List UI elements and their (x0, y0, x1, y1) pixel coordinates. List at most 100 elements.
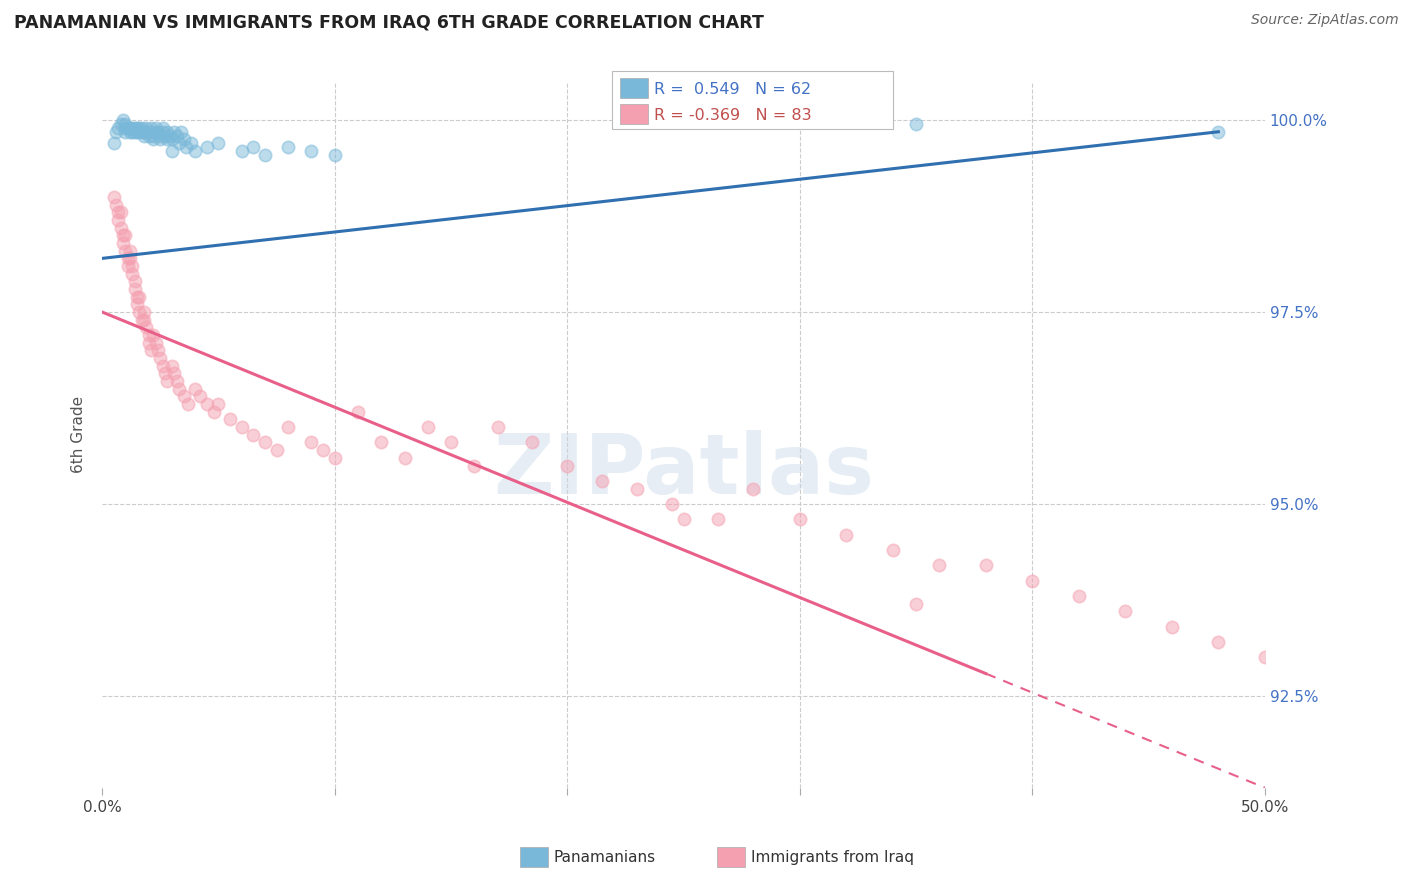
Point (195, 397, 218, 411)
Point (142, 132, 165, 146)
Point (127, 290, 149, 304)
Point (142, 328, 165, 343)
Point (121, 120, 143, 135)
Y-axis label: 6th Grade: 6th Grade (72, 396, 86, 474)
Point (120, 244, 142, 258)
Point (114, 244, 136, 258)
Point (160, 144, 183, 158)
Point (107, 213, 129, 227)
Point (132, 305, 155, 319)
Point (394, 450, 416, 465)
Point (312, 443, 335, 458)
Point (138, 328, 160, 343)
Point (124, 274, 146, 288)
Point (145, 120, 167, 135)
Point (974, 558, 997, 573)
Point (103, 136, 125, 151)
Point (231, 420, 253, 434)
Text: Panamanians: Panamanians (554, 850, 657, 865)
Point (1160, 620, 1182, 634)
Point (242, 427, 264, 442)
Point (626, 482, 648, 496)
Point (163, 125, 186, 139)
Point (149, 132, 172, 146)
Point (135, 320, 157, 334)
Point (195, 140, 218, 154)
Point (905, 597, 928, 611)
Point (120, 120, 142, 135)
Point (128, 125, 150, 139)
Point (117, 120, 139, 135)
Point (591, 474, 613, 488)
Point (266, 443, 288, 458)
Point (142, 128, 165, 143)
Point (105, 197, 128, 211)
Point (124, 125, 146, 139)
Point (905, 117, 928, 131)
Point (323, 450, 346, 465)
Point (159, 128, 181, 143)
Point (156, 374, 179, 388)
Point (835, 527, 858, 541)
Point (145, 335, 167, 350)
Point (242, 140, 264, 154)
Point (132, 312, 155, 326)
Point (661, 497, 683, 511)
Point (128, 305, 150, 319)
Point (207, 136, 229, 151)
Point (132, 128, 155, 143)
Point (180, 136, 202, 151)
Point (152, 120, 174, 135)
Point (416, 420, 439, 434)
Point (207, 397, 229, 411)
Point (1021, 574, 1043, 588)
Point (117, 259, 139, 273)
Point (1254, 650, 1277, 665)
Point (167, 136, 190, 151)
Point (253, 435, 276, 450)
Point (463, 458, 485, 473)
Point (253, 148, 276, 162)
Point (156, 132, 179, 146)
Point (120, 252, 142, 266)
Point (440, 435, 463, 450)
Point (131, 312, 153, 326)
Point (163, 367, 186, 381)
Point (114, 125, 136, 139)
Point (153, 128, 176, 143)
Point (120, 125, 142, 139)
Point (117, 252, 139, 266)
Point (347, 405, 370, 419)
Point (110, 220, 132, 235)
Point (107, 120, 129, 135)
Point (184, 382, 207, 396)
Point (127, 120, 149, 135)
Point (135, 125, 157, 139)
Text: PANAMANIAN VS IMMIGRANTS FROM IRAQ 6TH GRADE CORRELATION CHART: PANAMANIAN VS IMMIGRANTS FROM IRAQ 6TH G… (14, 13, 763, 31)
Point (132, 125, 155, 139)
Point (131, 125, 153, 139)
Point (146, 343, 169, 358)
Point (166, 374, 188, 388)
Point (149, 351, 172, 365)
Point (555, 458, 578, 473)
Point (124, 282, 146, 296)
Point (231, 144, 253, 158)
Text: R = -0.369   N = 83: R = -0.369 N = 83 (654, 108, 811, 123)
Point (152, 359, 174, 373)
Point (149, 128, 172, 143)
Point (672, 512, 695, 526)
Point (202, 405, 225, 419)
Point (138, 125, 160, 139)
Point (188, 389, 211, 403)
Text: ZIPatlas: ZIPatlas (494, 430, 875, 510)
Point (707, 512, 730, 526)
Point (301, 144, 323, 158)
Point (219, 412, 242, 426)
Point (928, 558, 950, 573)
Point (146, 125, 169, 139)
Point (1114, 604, 1136, 618)
Point (152, 125, 174, 139)
Point (121, 267, 143, 281)
Point (121, 259, 143, 273)
